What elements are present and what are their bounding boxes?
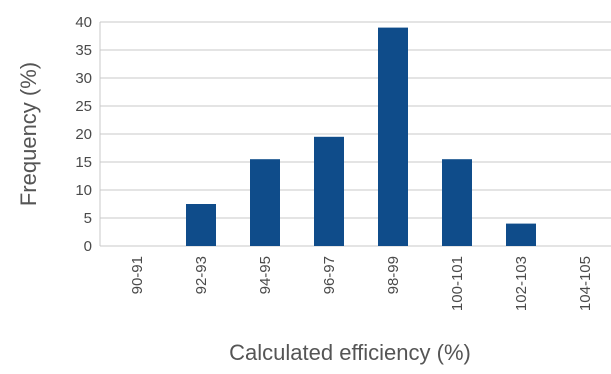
y-tick-label: 15 [75, 154, 92, 171]
x-tick-label: 104-105 [577, 256, 594, 311]
x-tick-label: 98-99 [385, 256, 402, 294]
x-tick-label: 100-101 [449, 256, 466, 311]
x-tick-label: 96-97 [321, 256, 338, 294]
x-tick-label: 102-103 [513, 256, 530, 311]
x-tick-labels: 90-91 92-93 94-95 96-97 98-99 100-101 102-103 1… [129, 256, 594, 311]
y-tick-label: 25 [75, 98, 92, 115]
y-tick-label: 20 [75, 126, 92, 143]
y-tick-label: 0 [84, 238, 92, 255]
bar-98-99 [378, 27, 408, 246]
y-tick-label: 30 [75, 70, 92, 87]
y-tick-label: 5 [84, 210, 92, 227]
grid-lines [99, 21, 611, 247]
bar-92-93 [186, 204, 216, 246]
bar-102-103 [506, 223, 536, 246]
y-tick-label: 40 [75, 14, 92, 31]
x-tick-label: 94-95 [257, 256, 274, 294]
y-tick-label: 35 [75, 42, 92, 59]
bar-100-101 [442, 159, 472, 246]
y-tick-labels: 0 5 10 15 20 25 30 35 40 [75, 14, 92, 255]
y-tick-label: 10 [75, 182, 92, 199]
x-axis-label: Calculated efficiency (%) [229, 340, 471, 365]
x-tick-label: 90-91 [129, 256, 146, 294]
bar-96-97 [314, 136, 344, 246]
bar-94-95 [250, 159, 280, 246]
bars [186, 27, 536, 246]
x-tick-label: 92-93 [193, 256, 210, 294]
y-axis-label: Frequency (%) [16, 62, 41, 206]
